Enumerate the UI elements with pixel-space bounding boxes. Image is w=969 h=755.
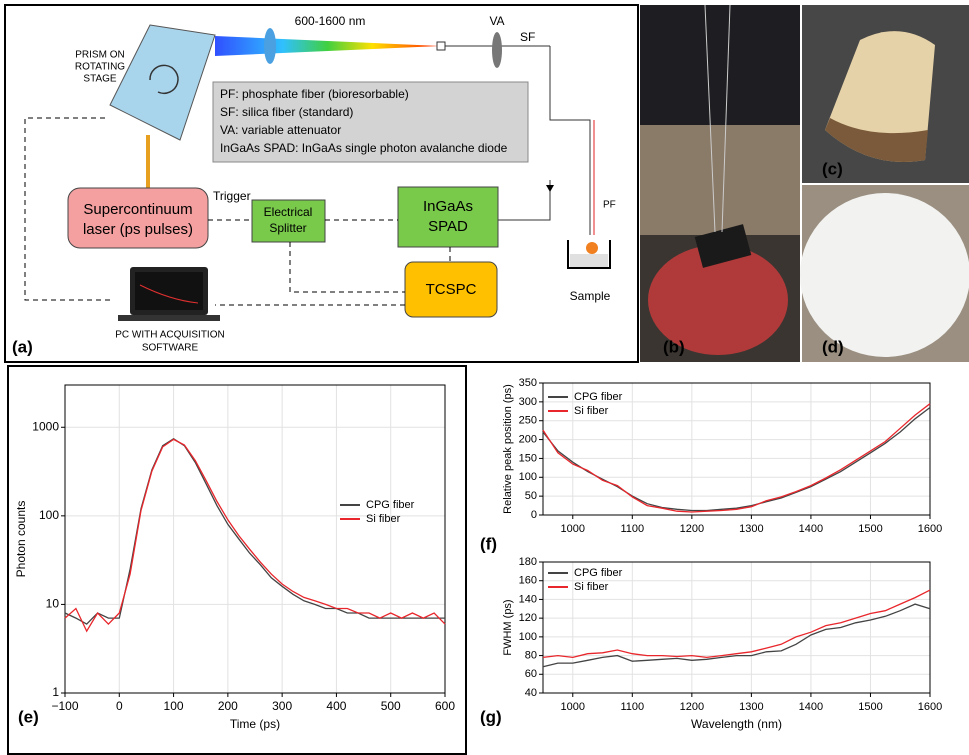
panel-label: (f) [480, 534, 497, 553]
y-tick-label: 100 [519, 631, 537, 643]
x-tick-label: 0 [116, 699, 123, 713]
y-tick-label: 160 [519, 575, 537, 587]
laser-label: Supercontinuum [83, 201, 192, 218]
note: VA: variable attenuator [220, 123, 341, 137]
y-tick-label: 100 [39, 508, 59, 522]
y-tick-label: 40 [525, 687, 537, 699]
x-tick-label: 1500 [858, 701, 882, 713]
y-tick-label: 350 [519, 377, 537, 389]
y-tick-label: 100 [519, 471, 537, 483]
y-tick-label: 150 [519, 452, 537, 464]
y-tick-label: 180 [519, 556, 537, 568]
panel-label: (g) [480, 707, 502, 726]
sample-label: Sample [570, 289, 611, 303]
tcspc-label: TCSPC [426, 281, 477, 298]
y-tick-label: 250 [519, 415, 537, 427]
note: PF: phosphate fiber (bioresorbable) [220, 87, 409, 101]
y-tick-label: 0 [531, 509, 537, 521]
y-tick-label: 1000 [32, 419, 59, 433]
legend-label: CPG fiber [574, 391, 623, 403]
wavelength-label: 600-1600 nm [295, 14, 366, 28]
x-tick-label: 1600 [918, 523, 942, 535]
splitter-label: Electrical [264, 205, 313, 219]
x-tick-label: 1400 [799, 523, 823, 535]
x-tick-label: 1400 [799, 701, 823, 713]
x-tick-label: 600 [435, 699, 455, 713]
y-tick-label: 80 [525, 649, 537, 661]
x-tick-label: 1200 [680, 701, 704, 713]
legend-label: CPG fiber [366, 499, 415, 511]
legend-label: Si fiber [366, 513, 401, 525]
y-axis-label: Photon counts [14, 501, 28, 578]
pc-label: SOFTWARE [142, 343, 199, 354]
x-tick-label: 500 [381, 699, 401, 713]
panel-label: (d) [822, 337, 844, 356]
y-tick-label: 300 [519, 396, 537, 408]
note: InGaAs SPAD: InGaAs single photon avalan… [220, 141, 508, 155]
y-tick-label: 10 [46, 597, 60, 611]
spad-label: InGaAs [423, 198, 473, 215]
x-tick-label: 1300 [739, 701, 763, 713]
legend-label: Si fiber [574, 405, 609, 417]
plot-area [65, 385, 445, 693]
x-tick-label: 100 [164, 699, 184, 713]
prism-label: STAGE [83, 74, 116, 85]
figure: PRISM ON ROTATING STAGE 600-1600 nm VA S… [0, 0, 969, 755]
va-label: VA [489, 14, 504, 28]
x-tick-label: 1100 [620, 701, 644, 713]
y-tick-label: 50 [525, 490, 537, 502]
y-tick-label: 1 [52, 685, 59, 699]
panel-label: (a) [12, 337, 33, 356]
x-tick-label: 1100 [620, 523, 644, 535]
x-tick-label: 1300 [739, 523, 763, 535]
panel-label: (b) [663, 337, 685, 356]
photos: (b) (c) (d) [640, 5, 969, 362]
x-tick-label: 1200 [680, 523, 704, 535]
sf-label: SF [520, 30, 535, 44]
x-axis-label: Time (ps) [230, 717, 280, 731]
laser-label: laser (ps pulses) [83, 221, 193, 238]
y-tick-label: 200 [519, 433, 537, 445]
legend-label: Si fiber [574, 581, 609, 593]
splitter-label: Splitter [269, 221, 306, 235]
panel-label: (e) [18, 707, 39, 726]
x-tick-label: 400 [326, 699, 346, 713]
x-tick-label: 200 [218, 699, 238, 713]
x-tick-label: 300 [272, 699, 292, 713]
note: SF: silica fiber (standard) [220, 105, 353, 119]
panel-label: (c) [822, 159, 843, 178]
x-tick-label: 1000 [561, 701, 585, 713]
x-tick-label: 1000 [561, 523, 585, 535]
prism-label: PRISM ON [75, 50, 124, 61]
y-tick-label: 140 [519, 593, 537, 605]
pf-label: PF [603, 200, 616, 211]
y-axis-label: FWHM (ps) [502, 599, 514, 655]
diagram-panel: PRISM ON ROTATING STAGE 600-1600 nm VA S… [5, 5, 638, 362]
x-tick-label: −100 [51, 699, 78, 713]
y-axis-label: Relative peak position (ps) [502, 384, 514, 514]
pc-label: PC WITH ACQUISITION [115, 330, 224, 341]
legend-label: CPG fiber [574, 567, 623, 579]
y-tick-label: 120 [519, 612, 537, 624]
x-tick-label: 1500 [858, 523, 882, 535]
prism-label: ROTATING [75, 62, 125, 73]
x-axis-label: Wavelength (nm) [691, 717, 782, 731]
spad-label: SPAD [428, 218, 468, 235]
x-tick-label: 1600 [918, 701, 942, 713]
y-tick-label: 60 [525, 668, 537, 680]
trigger-label: Trigger [213, 189, 251, 203]
